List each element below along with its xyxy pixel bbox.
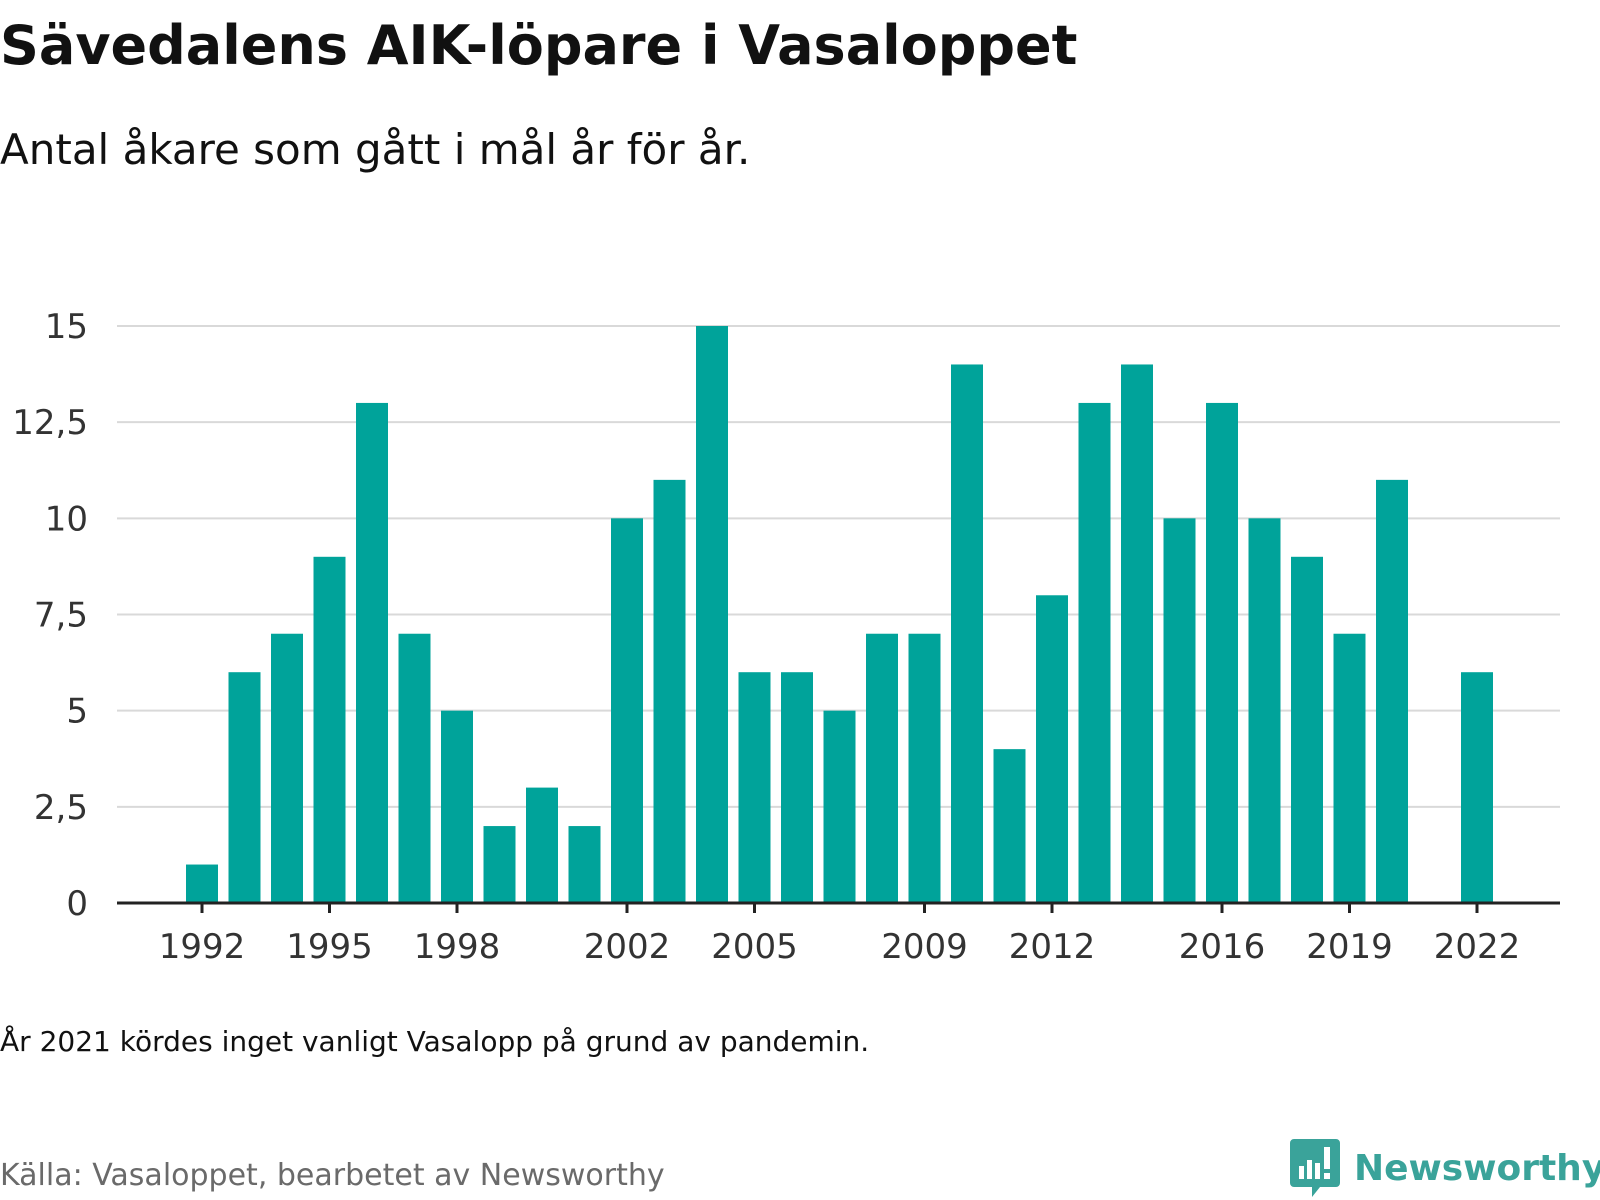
y-tick-label: 7,5 (34, 596, 88, 636)
bar-2012 (1036, 595, 1068, 903)
bar-2010 (951, 364, 983, 903)
x-tick-label: 2022 (1434, 927, 1521, 967)
bar-2022 (1461, 672, 1493, 903)
y-tick-label: 12,5 (12, 403, 88, 443)
bar-2000 (526, 787, 558, 903)
x-tick-label: 1995 (286, 927, 373, 967)
bar-1993 (228, 672, 261, 903)
bars (186, 326, 1493, 903)
x-tick-label: 2019 (1306, 927, 1393, 967)
x-axis (117, 901, 1560, 913)
bar-1995 (313, 556, 346, 903)
bar-1997 (398, 633, 431, 903)
newsworthy-logo: Newsworthy (1290, 1139, 1600, 1197)
bar-2006 (781, 672, 813, 903)
bar-2002 (611, 518, 643, 903)
y-tick-label: 10 (45, 499, 88, 539)
bar-1996 (356, 402, 388, 903)
bar-2007 (823, 710, 856, 903)
bar-2005 (738, 672, 771, 903)
bar-2003 (653, 479, 686, 903)
bar-2009 (908, 633, 941, 903)
bar-2004 (696, 326, 728, 903)
bar-2018 (1291, 556, 1323, 903)
y-tick-label: 15 (45, 307, 88, 347)
x-axis-labels: 1992 1995 1998 2002 2005 2009 2012 2016 2019 2022 (159, 927, 1521, 967)
brand-name: Newsworthy (1354, 1147, 1600, 1189)
x-tick-label: 2016 (1179, 927, 1266, 967)
chart-title: Sävedalens AIK-löpare i Vasaloppet (0, 14, 1078, 77)
bar-2011 (993, 749, 1026, 903)
bar-2020 (1376, 479, 1408, 903)
y-tick-label: 2,5 (34, 788, 88, 828)
bar-1994 (271, 633, 303, 903)
bar-2014 (1121, 364, 1153, 903)
x-tick-label: 1992 (159, 927, 246, 967)
chart-subtitle: Antal åkare som gått i mål år för år. (0, 125, 751, 174)
bar-2016 (1206, 402, 1238, 903)
bar-1999 (483, 826, 516, 903)
bar-2017 (1248, 518, 1281, 903)
chart-bubble-icon (1290, 1139, 1340, 1197)
bar-chart: 0 2,5 5 7,5 10 12,5 15 1992 1995 1998 2002 2005 200… (12, 307, 1560, 967)
bar-2013 (1078, 402, 1111, 903)
bar-2008 (866, 633, 898, 903)
x-tick-label: 2002 (584, 927, 671, 967)
chart-note: År 2021 kördes inget vanligt Vasalopp på… (0, 1025, 870, 1058)
y-tick-label: 0 (66, 884, 88, 924)
y-tick-label: 5 (66, 692, 88, 732)
source-text: Källa: Vasaloppet, bearbetet av Newswort… (0, 1158, 665, 1193)
x-tick-label: 2012 (1009, 927, 1096, 967)
bar-2015 (1163, 518, 1196, 903)
x-tick-label: 2005 (711, 927, 798, 967)
x-tick-label: 1998 (414, 927, 501, 967)
y-axis-labels: 0 2,5 5 7,5 10 12,5 15 (12, 307, 88, 924)
bar-1992 (186, 864, 218, 903)
bar-2019 (1333, 633, 1366, 903)
bar-1998 (441, 710, 473, 903)
x-tick-label: 2009 (881, 927, 968, 967)
bar-2001 (568, 826, 601, 903)
